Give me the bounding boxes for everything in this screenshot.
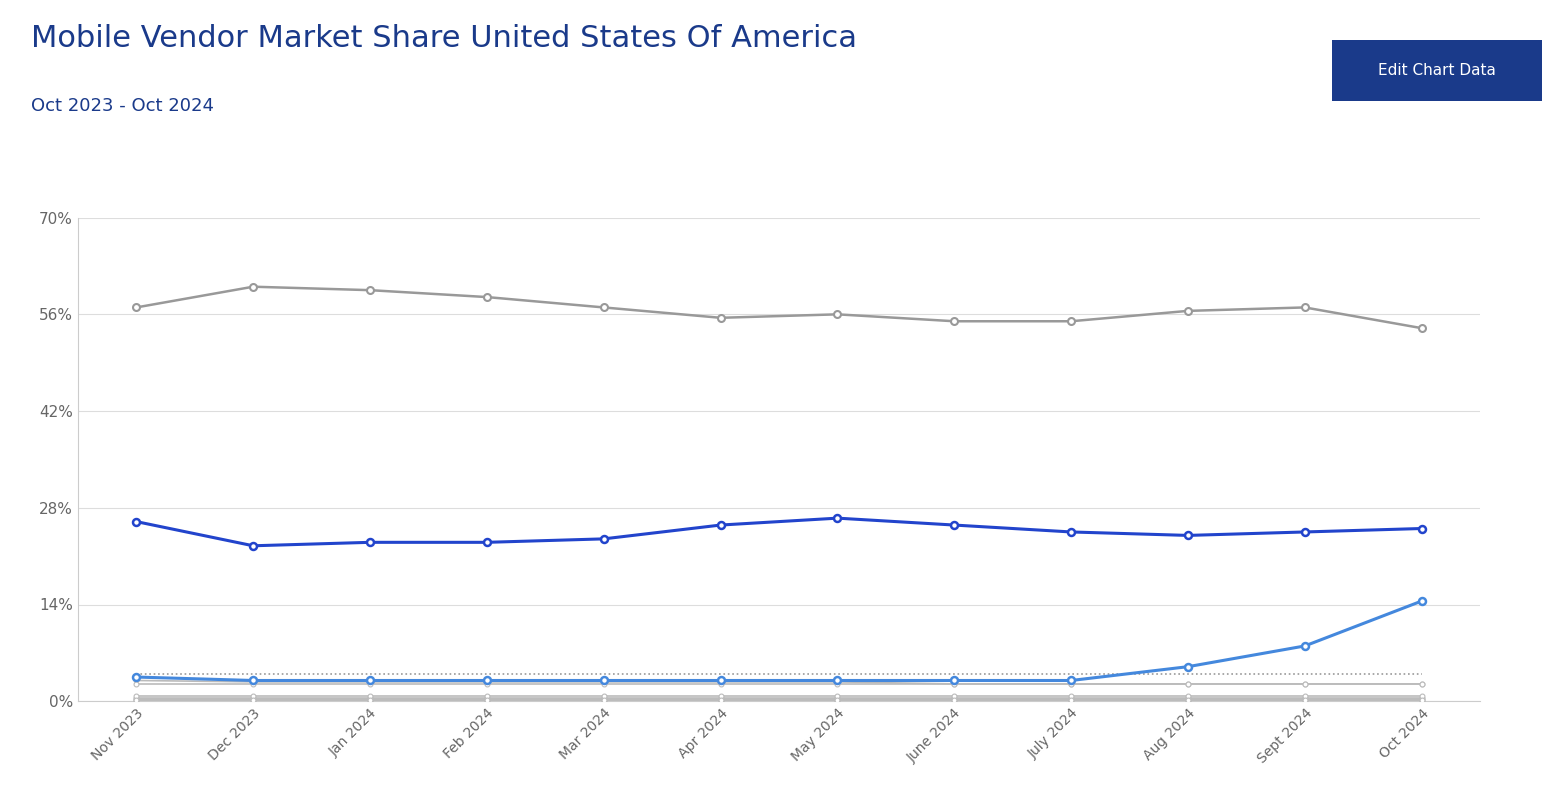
Text: Edit Chart Data: Edit Chart Data [1379,63,1496,78]
Text: Oct 2023 - Oct 2024: Oct 2023 - Oct 2024 [31,97,213,114]
Text: Mobile Vendor Market Share United States Of America: Mobile Vendor Market Share United States… [31,24,857,53]
